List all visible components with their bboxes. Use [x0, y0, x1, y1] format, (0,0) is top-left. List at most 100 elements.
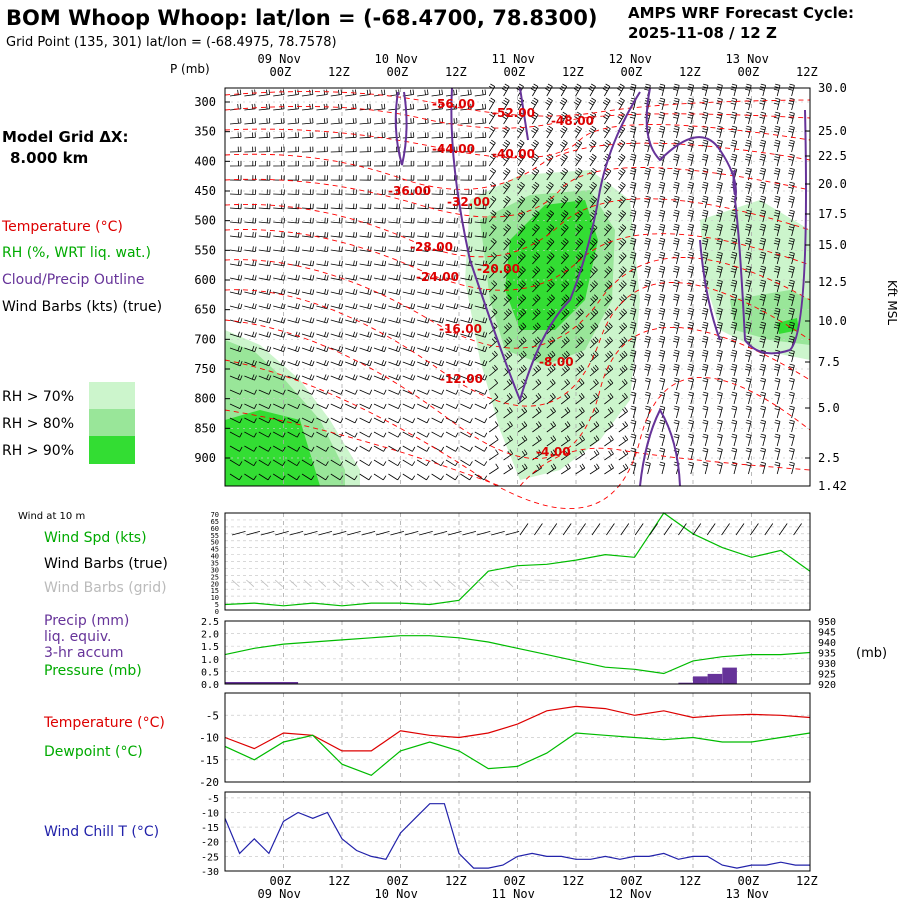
precip-liq-label: liq. equiv.: [44, 629, 111, 645]
wind-barb: [445, 231, 458, 238]
wind-barb: [330, 175, 343, 181]
wind-barb: [244, 231, 257, 238]
wind-barb: [716, 447, 723, 461]
wind-barb: [730, 349, 738, 363]
wind-barb: [773, 307, 781, 321]
wind-barb: [273, 160, 285, 167]
wind-barb: [258, 132, 271, 139]
panel-ytick--5: -5: [207, 794, 219, 805]
wind-barb: [258, 217, 271, 224]
wind-barb: [773, 363, 781, 377]
panel-ytick-20: 20: [211, 580, 219, 588]
wind-barb: [417, 89, 429, 97]
wind-barb: [273, 317, 286, 324]
wind-barb: [744, 195, 752, 209]
wind-barb: [545, 97, 553, 111]
wind-barb: [575, 280, 584, 293]
wind-barb: [546, 336, 556, 349]
wind-barb: [745, 447, 752, 461]
wind-barb: [573, 83, 582, 97]
wind-barb: [618, 393, 628, 405]
wind-barb: [687, 83, 694, 97]
wind-barb: [503, 195, 511, 209]
wind-barb: [672, 265, 680, 279]
height-tick-1: 25.0: [818, 124, 847, 138]
wind-barb: [373, 345, 387, 352]
wind-barb: [301, 459, 315, 467]
wind-barb: [273, 303, 286, 310]
wind-barb: [560, 195, 569, 209]
wind-barb: [431, 389, 445, 395]
wind-barb: [229, 231, 242, 238]
wind-barb: [330, 246, 343, 252]
wind-barb: [716, 97, 723, 111]
wind-barb: [788, 433, 795, 447]
wind-barbs-true-label: Wind Barbs (true): [44, 556, 168, 572]
wind-barb: [503, 252, 512, 265]
wind-barb: [618, 364, 628, 377]
wind-barb: [244, 217, 257, 224]
wind-barb: [744, 307, 752, 321]
time-tick-3: 12Z: [445, 65, 467, 79]
wind-barb: [474, 459, 488, 467]
wind-barb: [546, 280, 555, 293]
series-line-0: [224, 512, 811, 607]
wind-barb: [731, 461, 738, 475]
wind-barb: [788, 349, 795, 363]
wind-barb: [316, 132, 328, 139]
wind-barb: [788, 251, 795, 265]
wind-barb: [517, 463, 528, 475]
wind-barb: [474, 117, 487, 125]
wind-barb: [702, 377, 709, 391]
surface-wind-barb: [649, 523, 658, 536]
wind-barb: [604, 224, 612, 237]
wind-barb: [788, 265, 795, 279]
precip-pressure-panel: Precip (mm) liq. equiv. 3-hr accum Press…: [44, 613, 887, 691]
wind-barb: [617, 125, 626, 139]
wind-barb: [575, 294, 584, 307]
wind-barb: [517, 435, 528, 447]
wind-barb: [431, 288, 444, 295]
wind-barb: [301, 189, 314, 195]
wind-barb: [603, 139, 611, 153]
grid-wind-barb: [375, 579, 384, 587]
wind-barb: [445, 203, 458, 210]
wind-barb: [546, 294, 555, 307]
wind-barb: [701, 209, 709, 223]
wind-barb: [503, 350, 513, 363]
wind-barb: [575, 195, 583, 209]
wind-barb: [417, 260, 430, 267]
wind-barb: [345, 431, 358, 438]
wind-barb: [301, 175, 314, 181]
wind-barb: [672, 167, 680, 181]
wind-barb: [629, 279, 637, 293]
grid-wind-barb: [303, 579, 312, 587]
wind-barb: [258, 246, 271, 252]
pressure-label: Pressure (mb): [44, 663, 142, 679]
wind-barb: [359, 417, 372, 424]
wind-barb: [258, 189, 271, 195]
wind-barb: [604, 421, 614, 433]
wind-barb: [373, 217, 386, 224]
time-tick-6: 00Z: [621, 65, 643, 79]
wind-barb: [545, 111, 553, 125]
wind-barb: [402, 459, 416, 467]
wind-barb: [618, 435, 629, 447]
wind-barb: [546, 308, 555, 321]
wind-barb: [330, 331, 344, 338]
wind-barb: [589, 336, 599, 349]
wind-barb: [402, 431, 416, 438]
pressure-tick-900: 900: [194, 451, 216, 465]
wind-barb: [744, 293, 752, 307]
wind-barb: [673, 433, 680, 447]
surface-wind-barb: [419, 531, 433, 536]
legend-cloud-outline: Cloud/Precip Outline: [2, 272, 145, 288]
wind-barb: [702, 405, 709, 419]
wind-barb: [560, 435, 571, 447]
wind-barb: [659, 433, 666, 447]
wind-barb: [744, 279, 752, 293]
wind-barb: [474, 175, 487, 181]
wind-barb: [258, 117, 271, 125]
wind-barb: [474, 331, 488, 338]
